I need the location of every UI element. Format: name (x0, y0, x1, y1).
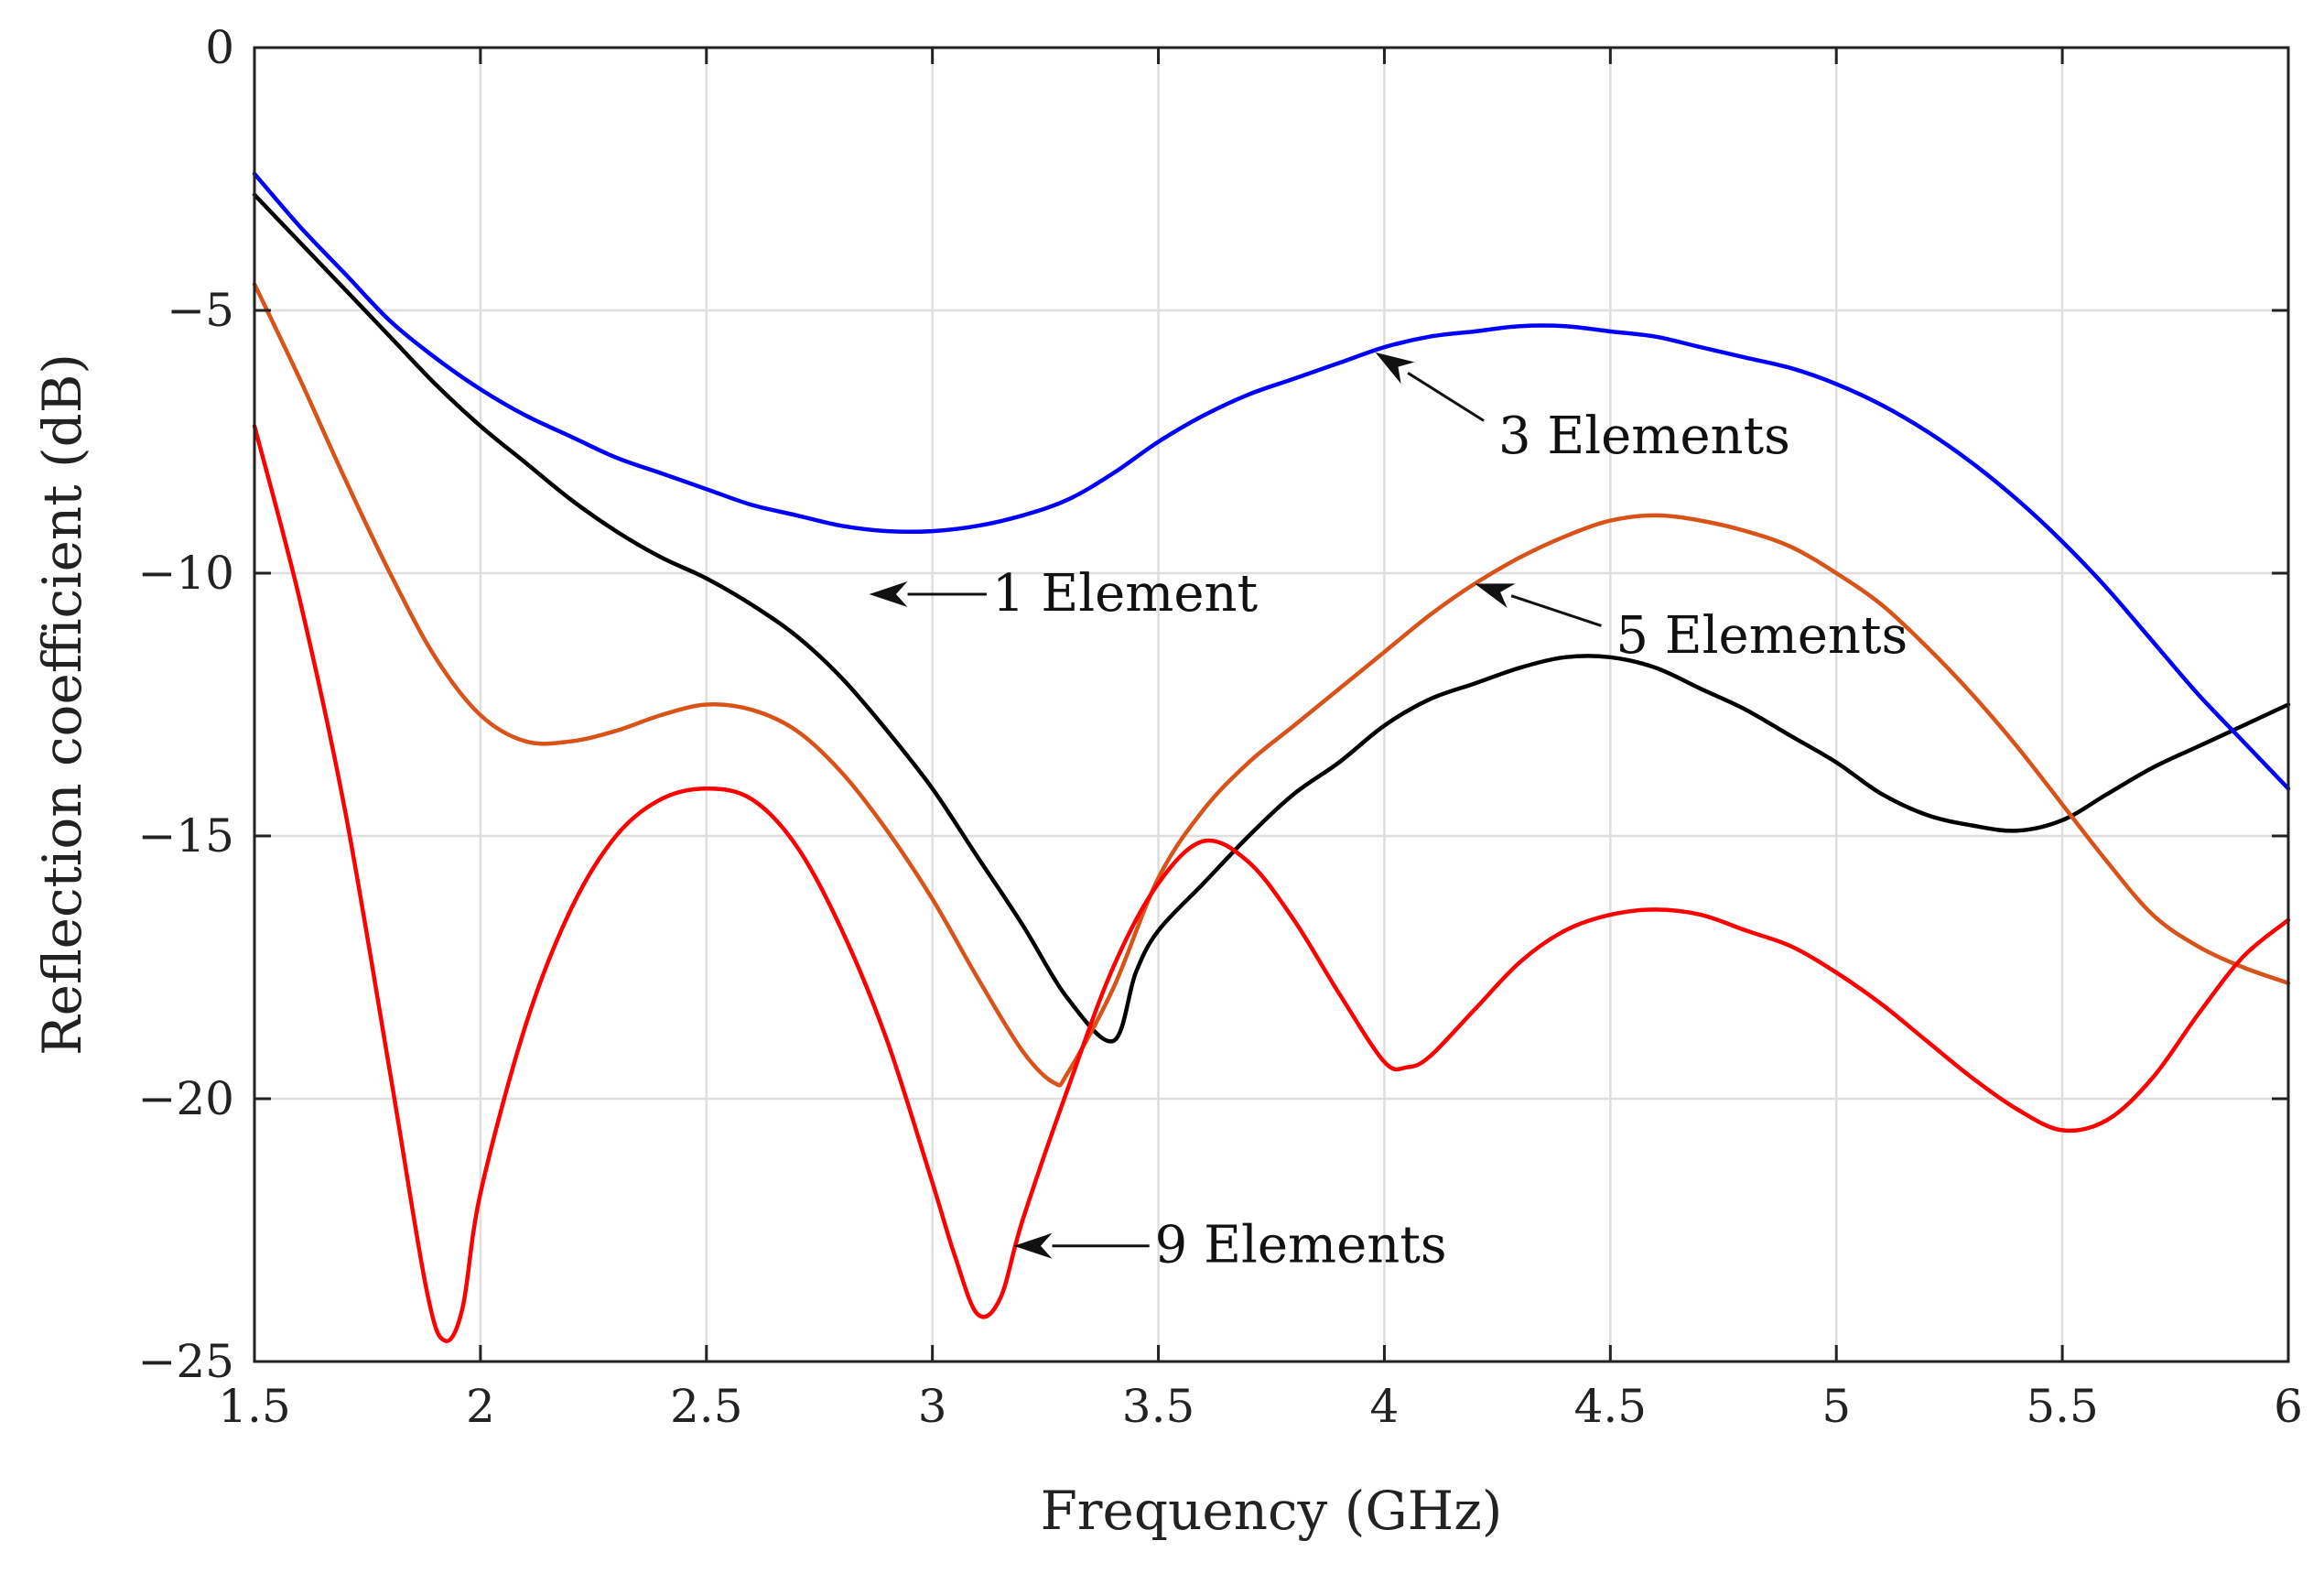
series-line-9-elements (252, 424, 2291, 1343)
x-tick-label: 3.5 (1122, 1380, 1195, 1433)
axis-ticks: 1.5 2 2.5 3 3.5 4 4.5 5 5.5 6 0 −5 −10 −15 −20 −25 (137, 21, 2302, 1433)
annotation-label-5-elements: 5 Elements (1616, 606, 1908, 666)
annotation-arrow-head-1-element (869, 580, 908, 607)
series-line-5-elements (252, 282, 2291, 1088)
x-tick-label: 1.5 (218, 1380, 291, 1433)
annotation-label-1-element: 1 Element (992, 564, 1259, 624)
y-tick-label: 0 (205, 21, 234, 74)
y-tick-label: −10 (137, 547, 234, 600)
x-tick-label: 6 (2274, 1380, 2303, 1433)
y-tick-label: −5 (167, 284, 234, 337)
series-lines (252, 171, 2291, 1343)
annotation-arrow-line-3-elements (1407, 372, 1485, 422)
series-line-1-element (252, 192, 2291, 1044)
y-tick-label: −20 (137, 1072, 234, 1125)
annotation-label-9-elements: 9 Elements (1155, 1216, 1447, 1275)
x-tick-label: 3 (918, 1380, 947, 1433)
y-axis-label: Reflection coefficient (dB) (31, 353, 93, 1056)
x-axis-label: Frequency (GHz) (1041, 1480, 1503, 1542)
annotation-arrow-head-3-elements (1375, 352, 1415, 385)
annotation-arrow-line-5-elements (1510, 594, 1602, 627)
x-tick-label: 4.5 (1574, 1380, 1648, 1433)
annotation-arrow-head-5-elements (1475, 583, 1516, 609)
annotation-label-3-elements: 3 Elements (1498, 407, 1790, 466)
plot-frame (253, 46, 2290, 1363)
annotation-arrow-head-9-elements (1013, 1232, 1053, 1259)
y-tick-label: −25 (137, 1335, 234, 1388)
x-tick-label: 2 (466, 1380, 495, 1433)
series-line-3-elements (252, 171, 2291, 791)
y-tick-label: −15 (137, 809, 234, 863)
x-tick-label: 4 (1370, 1380, 1400, 1433)
x-tick-label: 2.5 (670, 1380, 743, 1433)
annotations: 1 Element 3 Elements 5 Elements 9 Elements (869, 352, 1908, 1275)
x-tick-label: 5.5 (2026, 1380, 2099, 1433)
x-tick-label: 5 (1821, 1380, 1851, 1433)
